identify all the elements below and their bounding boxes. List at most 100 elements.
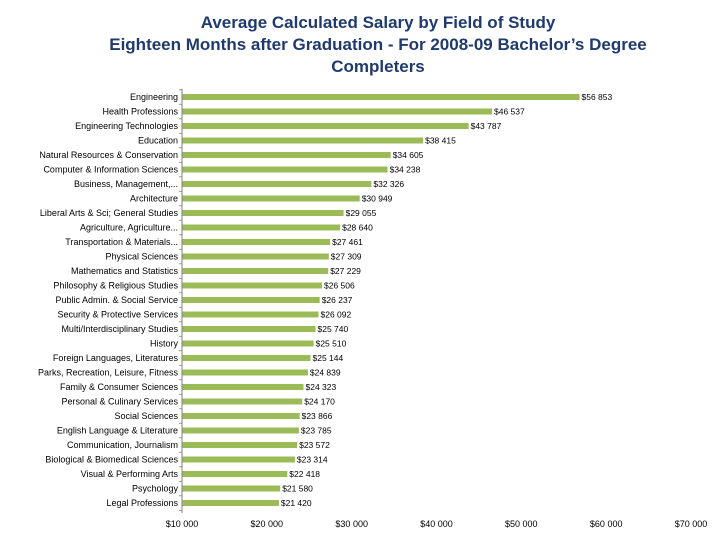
labels-layer: Engineering $56 853 Health Professions $46 … [38,92,707,529]
bar-27 [182,485,281,492]
bar-11 [182,253,329,260]
bar-14 [182,297,320,303]
chart-title-line-1: Average Calculated Salary by Field of St… [200,13,556,32]
value-label-22: $23 866 [302,411,333,421]
value-label-1: $46 537 [494,107,525,117]
bar-9 [182,224,341,231]
chart-title-line-3: Completers [331,57,425,76]
category-label-6: Business, Management,... [74,179,178,189]
category-label-14: Public Admin. & Social Service [55,295,178,305]
chart-title: Average Calculated Salary by Field of St… [40,12,716,78]
category-label-19: Parks, Recreation, Leisure, Fitness [38,368,179,378]
bar-21 [182,398,303,405]
bars-layer [182,94,580,506]
category-label-28: Legal Professions [106,498,178,508]
value-label-11: $27 309 [331,252,362,262]
value-label-6: $32 326 [373,179,404,189]
bar-26 [182,471,288,477]
category-label-26: Visual & Performing Arts [81,469,179,479]
category-label-18: Foreign Languages, Literatures [53,353,179,363]
x-tick-label-0: $10 000 [166,519,199,529]
category-label-21: Personal & Culinary Services [61,397,178,407]
bar-0 [182,94,580,100]
category-label-23: English Language & Literature [57,426,178,436]
value-label-9: $28 640 [342,223,373,233]
value-label-8: $29 055 [346,208,377,218]
bar-13 [182,282,322,289]
bar-20 [182,384,304,390]
category-label-16: Multi/Interdisciplinary Studies [61,324,178,334]
x-tick-label-5: $60 000 [590,519,623,529]
bar-2 [182,123,469,129]
value-label-26: $22 418 [289,469,320,479]
value-label-12: $27 229 [330,266,361,276]
value-label-16: $25 740 [318,324,349,334]
category-label-4: Natural Resources & Conservation [39,150,178,160]
value-label-21: $24 170 [304,397,335,407]
category-label-3: Education [138,136,178,146]
axis-layer [179,88,183,513]
value-label-3: $38 415 [425,136,456,146]
category-label-24: Communication, Journalism [67,440,178,450]
bar-8 [182,210,344,216]
category-label-0: Engineering [130,92,178,102]
bar-1 [182,108,492,115]
bar-19 [182,369,308,376]
category-label-20: Family & Consumer Sciences [60,382,179,392]
value-label-27: $21 580 [282,484,313,494]
category-label-9: Agriculture, Agriculture... [80,223,178,233]
bar-4 [182,152,391,158]
category-label-12: Mathematics and Statistics [71,266,179,276]
bar-7 [182,195,360,202]
value-label-5: $34 238 [390,165,421,175]
bar-5 [182,166,388,173]
bar-28 [182,500,279,506]
category-label-17: History [150,339,179,349]
value-label-13: $26 506 [324,281,355,291]
category-label-8: Liberal Arts & Sci; General Studies [40,208,179,218]
value-label-7: $30 949 [362,194,393,204]
value-label-2: $43 787 [471,121,502,131]
category-label-7: Architecture [130,194,178,204]
bar-15 [182,311,319,318]
category-label-2: Engineering Technologies [75,121,178,131]
value-label-15: $26 092 [321,310,352,320]
bar-22 [182,413,300,419]
category-label-27: Psychology [132,484,179,494]
x-tick-label-4: $50 000 [505,519,538,529]
value-label-20: $24 323 [306,382,337,392]
value-label-17: $25 510 [316,339,347,349]
bar-3 [182,137,424,144]
category-label-1: Health Professions [102,107,178,117]
category-label-13: Philosophy & Religious Studies [53,281,178,291]
bar-25 [182,456,295,463]
category-label-5: Computer & Information Sciences [43,165,178,175]
value-label-19: $24 839 [310,368,341,378]
x-tick-label-2: $30 000 [335,519,368,529]
category-label-10: Transportation & Materials... [65,237,178,247]
value-label-0: $56 853 [582,92,613,102]
category-label-25: Biological & Biomedical Sciences [45,455,178,465]
value-label-24: $23 572 [299,440,330,450]
category-label-11: Physical Sciences [105,252,178,262]
bar-16 [182,326,316,332]
bar-10 [182,239,331,245]
value-label-25: $23 314 [297,455,328,465]
x-tick-label-1: $20 000 [251,519,284,529]
value-label-4: $34 605 [393,150,424,160]
value-label-14: $26 237 [322,295,353,305]
bar-23 [182,427,299,434]
bar-12 [182,268,329,274]
chart-title-line-2: Eighteen Months after Graduation - For 2… [109,35,647,54]
bar-6 [182,181,372,187]
bar-24 [182,442,298,448]
bar-18 [182,355,311,361]
x-tick-label-3: $40 000 [420,519,453,529]
bar-17 [182,340,314,347]
value-label-18: $25 144 [313,353,344,363]
category-label-15: Security & Protective Services [57,310,178,320]
value-label-10: $27 461 [332,237,363,247]
category-label-22: Social Sciences [114,411,178,421]
x-tick-label-6: $70 000 [675,519,708,529]
